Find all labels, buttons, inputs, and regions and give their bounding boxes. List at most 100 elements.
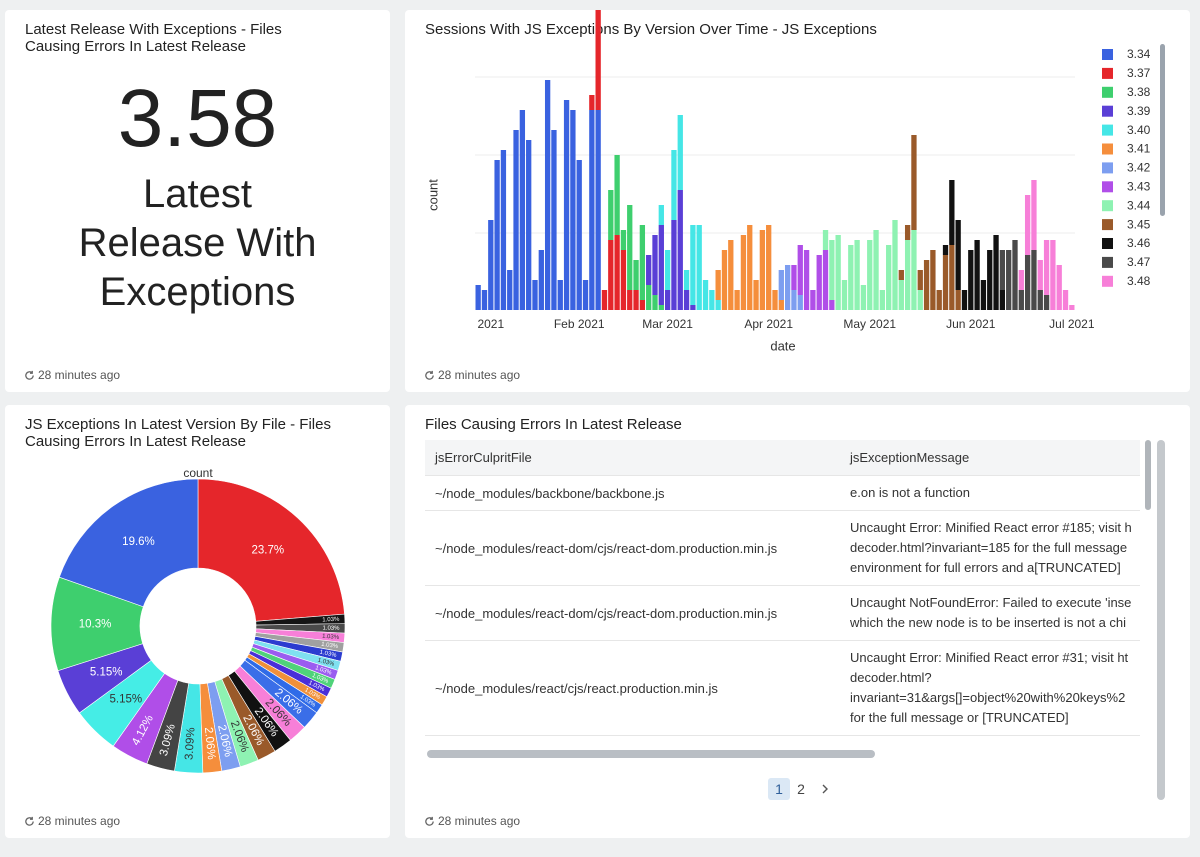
bar	[664, 290, 671, 310]
table-row: ~/node_modules/backbone/backbone.js e.on …	[425, 476, 1140, 511]
legend-label: 3.34	[1127, 47, 1151, 61]
bar	[955, 290, 961, 310]
pie-label: 1.03%	[314, 665, 333, 677]
bar	[696, 225, 702, 310]
pie-label: 2.06%	[202, 727, 217, 761]
bar	[766, 225, 772, 310]
bar	[898, 280, 904, 310]
bar	[475, 285, 481, 310]
bar	[715, 270, 721, 300]
bar	[538, 250, 544, 310]
footer: 28 minutes ago	[424, 368, 520, 382]
bar	[1050, 240, 1056, 310]
bar	[917, 290, 923, 310]
bar	[488, 220, 494, 310]
bar	[778, 270, 784, 300]
bar	[999, 250, 1006, 290]
pie-label: 19.6%	[122, 536, 155, 548]
file-cell: ~/node_modules/react-dom/cjs/react-dom.p…	[435, 540, 778, 556]
bar	[633, 260, 639, 290]
bar	[639, 225, 646, 300]
pie-label: 3.09%	[183, 727, 197, 760]
bar	[1069, 305, 1075, 310]
message-line: e.on is not a function	[850, 485, 970, 500]
bar	[589, 110, 595, 310]
refresh-icon	[25, 816, 34, 826]
bar	[494, 160, 500, 310]
table-scrollbar[interactable]	[1145, 440, 1151, 510]
legend-swatch	[1102, 49, 1113, 60]
bar	[867, 240, 873, 310]
file-cell: ~/node_modules/react/cjs/react.productio…	[435, 680, 718, 696]
bar	[601, 290, 608, 310]
page-button[interactable]: 1	[768, 778, 790, 800]
legend-swatch	[1102, 162, 1113, 174]
bar	[911, 135, 917, 230]
page-button[interactable]: 2	[797, 781, 805, 797]
legend-label: 3.45	[1127, 217, 1151, 231]
table-row: ~/node_modules/react/cjs/react.productio…	[425, 641, 1140, 736]
bar	[721, 250, 728, 310]
bar	[772, 290, 778, 310]
vertical-scrollbar[interactable]	[1157, 440, 1165, 800]
bar	[481, 290, 488, 310]
bar	[658, 305, 664, 310]
bar	[980, 280, 987, 310]
bar	[797, 245, 803, 295]
legend-swatch	[1102, 238, 1113, 249]
bar	[1012, 240, 1018, 310]
bar	[690, 305, 696, 310]
bar	[747, 225, 753, 310]
legend-swatch	[1102, 67, 1113, 79]
table-panel: Files Causing Errors In Latest Release j…	[405, 405, 1190, 838]
bar	[557, 280, 563, 310]
bar	[753, 280, 759, 310]
bar	[1024, 195, 1031, 255]
bar	[803, 250, 810, 310]
message-line: Uncaught Error: Minified React error #31…	[850, 650, 1129, 665]
next-page[interactable]	[819, 783, 831, 795]
legend-swatch	[1102, 143, 1113, 155]
bar	[873, 230, 879, 310]
bar	[949, 180, 955, 245]
column-header: jsErrorCulpritFile	[435, 450, 532, 465]
bar-chart: count date 2021 Feb 2021 Mar 2021 Apr 2021 M…	[425, 10, 1165, 353]
bar	[778, 300, 784, 310]
pie-label: 1.03%	[322, 634, 340, 641]
legend-swatch	[1102, 124, 1113, 136]
table-row: ~/node_modules/react-dom/cjs/react-dom.p…	[425, 511, 1140, 586]
x-tick-label: 2021	[477, 317, 504, 331]
pie-label: 23.7%	[252, 544, 285, 556]
bar	[595, 110, 601, 310]
message-line: environment for full errors and a[TRUNCA…	[850, 560, 1121, 575]
bar	[886, 245, 892, 310]
message-cell: Uncaught NotFoundError: Failed to execut…	[840, 586, 1140, 640]
bar	[728, 240, 734, 310]
legend-swatch	[1102, 275, 1113, 287]
bar	[1006, 250, 1012, 310]
kpi-value: 3.58	[117, 73, 278, 164]
legend-label: 3.43	[1127, 179, 1151, 193]
bar	[835, 235, 841, 310]
horizontal-scrollbar[interactable]	[427, 750, 875, 758]
legend-label: 3.48	[1127, 274, 1151, 288]
footer: 28 minutes ago	[24, 368, 120, 382]
pie-label: 10.3%	[79, 618, 112, 630]
y-axis-label: count	[425, 179, 440, 211]
bar	[646, 255, 652, 285]
bar	[1018, 290, 1024, 310]
bar	[500, 150, 507, 310]
legend-label: 3.42	[1127, 161, 1151, 175]
message-line: invariant=31&args[]=object%20with%20keys…	[850, 690, 1126, 705]
bar	[646, 285, 652, 310]
bar	[709, 290, 715, 310]
bar	[715, 300, 721, 310]
bar	[759, 230, 766, 310]
message-line: decoder.html?invariant=185 for the full …	[850, 540, 1128, 555]
pie-label: 1.03%	[321, 642, 339, 651]
updated-time: 28 minutes ago	[438, 814, 521, 828]
bar	[683, 290, 690, 310]
bar	[1024, 255, 1031, 310]
bar	[1018, 270, 1024, 290]
